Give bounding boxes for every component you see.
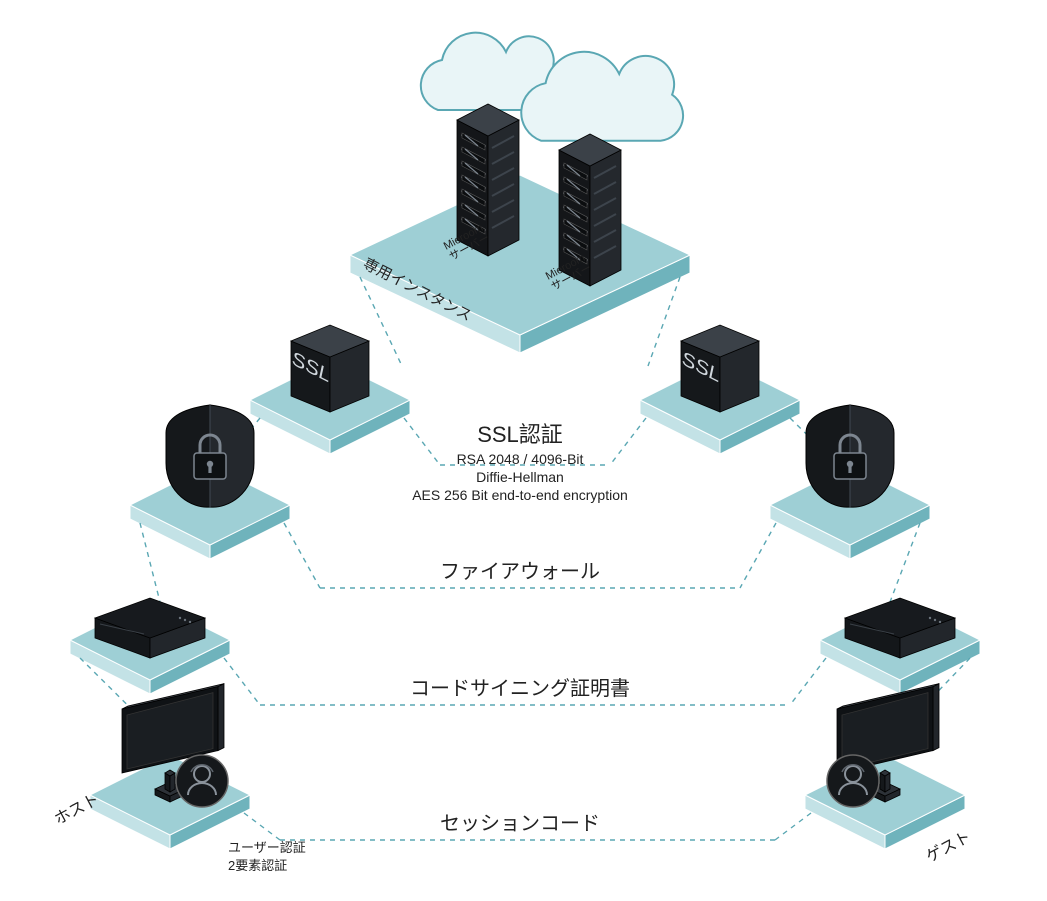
connector-line (610, 418, 646, 465)
ssl-block-icon: SSL (681, 325, 759, 412)
layer-label-session: セッションコード (440, 813, 600, 835)
svg-text:ゲスト: ゲスト (923, 828, 974, 866)
layer-label-firewall: ファイアウォール (440, 561, 600, 583)
connector-line (740, 523, 776, 588)
connector-line (224, 658, 260, 705)
host-label: ホスト (52, 791, 102, 829)
ssl-detail: RSA 2048 / 4096-Bit (457, 451, 584, 467)
ssl-detail: Diffie-Hellman (476, 469, 564, 485)
diagram-svg: MieroomサーバーMieroomサーバー専用インスタンスSSLSSLSSL認… (0, 0, 1047, 896)
connector-line (404, 418, 440, 465)
guest-label: ゲスト (923, 828, 974, 866)
layer-label-codesign: コードサイニング証明書 (410, 677, 630, 700)
connector-line (284, 523, 320, 588)
ssl-detail: AES 256 Bit end-to-end encryption (412, 487, 628, 503)
svg-text:ホスト: ホスト (52, 791, 102, 829)
connector-line (775, 813, 811, 840)
ssl-title: SSL認証 (477, 422, 563, 447)
auth-line: ユーザー認証 (228, 840, 306, 855)
connector-line (244, 813, 280, 840)
shield-icon (166, 405, 254, 507)
connector-line (140, 523, 160, 602)
connector-line (790, 658, 826, 705)
diagram-stage: MieroomサーバーMieroomサーバー専用インスタンスSSLSSLSSL認… (0, 0, 1047, 896)
auth-line: 2要素認証 (228, 858, 287, 873)
ssl-block-icon: SSL (291, 325, 369, 412)
shield-icon (806, 405, 894, 507)
